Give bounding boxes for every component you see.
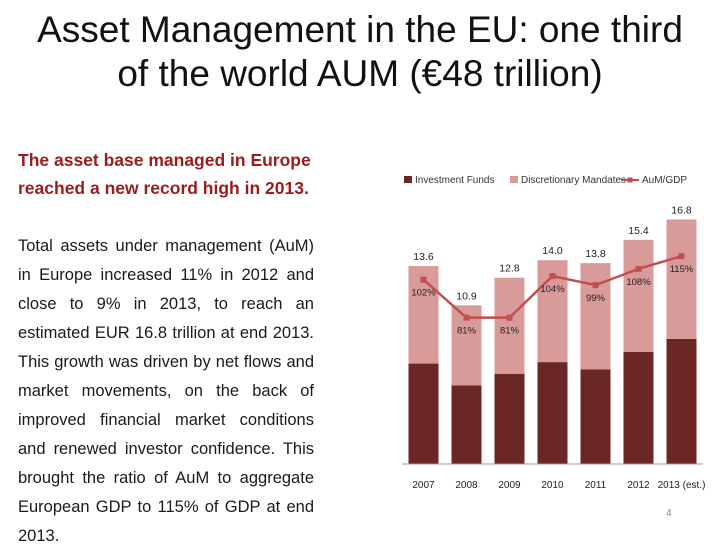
point-aum-gdp-2007 bbox=[420, 276, 427, 283]
x-tick-label-2012: 2012 bbox=[627, 480, 650, 491]
total-label-2010: 14.0 bbox=[542, 245, 563, 257]
point-aum-gdp-2008 bbox=[463, 314, 470, 321]
slide-title: Asset Management in the EU: one third of… bbox=[0, 8, 720, 96]
x-tick-label-2007: 2007 bbox=[412, 480, 435, 491]
chart-labels: 13.6 10.9 12.8 14.0 13.8 15.4 16.8 102% 81% 81% 10… bbox=[411, 204, 694, 336]
ratio-label-2012: 108% bbox=[626, 277, 651, 288]
bar-investment-funds-2008 bbox=[451, 385, 482, 464]
bar-investment-funds-2011 bbox=[580, 369, 611, 464]
x-tick-label-2009: 2009 bbox=[498, 480, 521, 491]
point-aum-gdp-2010 bbox=[549, 273, 556, 280]
aum-chart: Investment Funds Discretionary Mandates Au… bbox=[402, 175, 706, 491]
bar-investment-funds-2013 (est.) bbox=[666, 338, 697, 464]
legend-label-aum-gdp: AuM/GDP bbox=[642, 175, 687, 186]
x-tick-label-2011: 2011 bbox=[585, 480, 607, 491]
point-aum-gdp-2011 bbox=[592, 282, 599, 289]
total-label-2009: 12.8 bbox=[499, 263, 520, 275]
total-label-2013 (est.): 16.8 bbox=[671, 204, 692, 216]
bar-discretionary-mandates-2011 bbox=[580, 263, 611, 370]
point-aum-gdp-2013 (est.) bbox=[678, 253, 685, 260]
legend-label-discretionary-mandates: Discretionary Mandates bbox=[521, 175, 626, 186]
legend-swatch-discretionary-mandates bbox=[510, 176, 518, 183]
legend-marker-aum-gdp bbox=[627, 177, 633, 183]
subheading: The asset base managed in Europe reached… bbox=[18, 150, 311, 198]
chart-legend: Investment Funds Discretionary Mandates Au… bbox=[404, 175, 687, 186]
ratio-label-2011: 99% bbox=[586, 293, 606, 304]
x-tick-label-2013 (est.): 2013 (est.) bbox=[658, 480, 706, 491]
body-paragraph: Total assets under management (AuM) in E… bbox=[18, 237, 314, 545]
ratio-label-2008: 81% bbox=[457, 326, 477, 337]
ratio-label-2009: 81% bbox=[500, 326, 520, 337]
chart-axis: 2007 2008 2009 2010 2011 2012 2013 (est.) bbox=[402, 463, 706, 491]
point-aum-gdp-2009 bbox=[506, 314, 513, 321]
page-number: 4 bbox=[666, 508, 672, 519]
x-tick-label-2010: 2010 bbox=[541, 480, 564, 491]
bar-discretionary-mandates-2009 bbox=[494, 277, 525, 374]
chart-line bbox=[420, 253, 685, 321]
bar-investment-funds-2012 bbox=[623, 351, 654, 464]
total-label-2008: 10.9 bbox=[456, 290, 477, 302]
bar-investment-funds-2007 bbox=[408, 363, 439, 464]
total-label-2007: 13.6 bbox=[413, 251, 434, 263]
ratio-label-2013 (est.): 115% bbox=[670, 264, 694, 275]
point-aum-gdp-2012 bbox=[635, 265, 642, 272]
slide-title-line-1: Asset Management in the EU: one third bbox=[37, 9, 683, 50]
bar-investment-funds-2010 bbox=[537, 362, 568, 464]
bar-discretionary-mandates-2012 bbox=[623, 239, 654, 352]
ratio-label-2010: 104% bbox=[540, 284, 565, 295]
x-tick-label-2008: 2008 bbox=[455, 480, 478, 491]
ratio-label-2007: 102% bbox=[411, 288, 436, 299]
total-label-2012: 15.4 bbox=[628, 225, 649, 237]
slide-title-line-2: of the world AUM (€48 trillion) bbox=[117, 53, 603, 94]
bar-investment-funds-2009 bbox=[494, 373, 525, 464]
bar-discretionary-mandates-2013 (est.) bbox=[666, 219, 697, 339]
legend-swatch-investment-funds bbox=[404, 176, 412, 183]
total-label-2011: 13.8 bbox=[585, 248, 606, 260]
legend-label-investment-funds: Investment Funds bbox=[415, 175, 494, 186]
